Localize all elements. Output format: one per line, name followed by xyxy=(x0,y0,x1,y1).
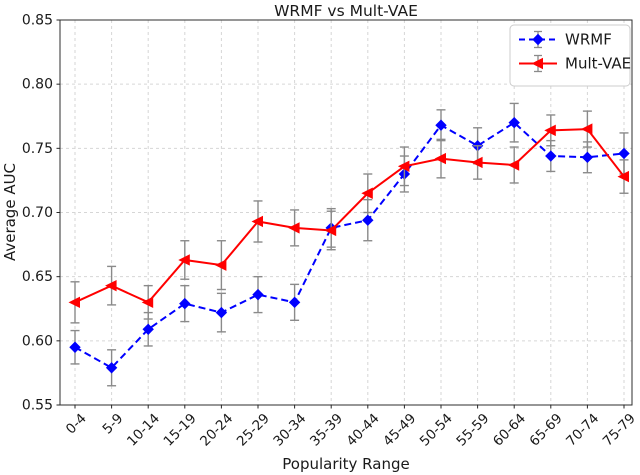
triangle-left-marker xyxy=(68,296,80,309)
diamond-marker xyxy=(508,116,520,129)
x-tick-label: 5-9 xyxy=(100,411,127,438)
x-axis-label: Popularity Range xyxy=(282,455,409,473)
chart-title: WRMF vs Mult-VAE xyxy=(274,2,418,20)
triangle-left-marker xyxy=(507,159,520,171)
x-tick-label: 15-19 xyxy=(161,411,200,450)
diamond-marker xyxy=(581,151,594,164)
x-tick-label: 70-74 xyxy=(563,411,602,450)
triangle-left-marker xyxy=(580,123,593,135)
x-tick-label: 65-69 xyxy=(527,411,566,450)
series-line xyxy=(74,121,625,370)
y-tick-label: 0.60 xyxy=(22,333,53,349)
triangle-left-marker xyxy=(397,160,410,172)
y-tick-label: 0.80 xyxy=(22,77,53,93)
x-tick-label: 45-49 xyxy=(380,411,419,450)
y-axis-label: Average AUC xyxy=(1,163,19,261)
x-tick-label: 20-24 xyxy=(197,411,236,450)
x-tick-label: 60-64 xyxy=(490,411,529,450)
mult-vae-series xyxy=(68,110,629,324)
x-tick-label: 35-39 xyxy=(307,411,346,450)
triangle-left-marker xyxy=(544,124,556,137)
x-tick-label: 0-4 xyxy=(63,411,90,438)
diamond-marker xyxy=(288,296,301,309)
triangle-left-marker xyxy=(141,296,154,309)
triangle-left-marker xyxy=(361,187,373,199)
wrmf-series xyxy=(69,102,630,387)
diamond-marker xyxy=(545,150,557,162)
axis-ticks xyxy=(56,19,625,409)
legend-sample-marker xyxy=(532,33,544,46)
legend-item-wrmf: WRMF xyxy=(519,31,612,49)
triangle-left-marker xyxy=(178,254,190,266)
triangle-left-marker xyxy=(617,170,629,183)
x-tick-label: 55-59 xyxy=(453,411,492,450)
legend: WRMF Mult-VAE xyxy=(509,24,631,87)
legend-item-mult-vae: Mult-VAE xyxy=(519,55,631,73)
legend-label: Mult-VAE xyxy=(565,55,631,73)
series-layer xyxy=(68,102,630,387)
diamond-marker xyxy=(215,306,228,319)
diamond-marker xyxy=(252,288,264,301)
triangle-left-marker xyxy=(288,222,300,234)
x-tick-label: 30-34 xyxy=(270,411,309,450)
y-tick-label: 0.65 xyxy=(22,269,53,285)
triangle-left-marker xyxy=(214,259,227,271)
diamond-marker xyxy=(142,323,154,335)
triangle-left-marker xyxy=(324,224,337,237)
x-tick-label: 10-14 xyxy=(124,411,163,450)
diamond-marker xyxy=(362,214,374,226)
legend-label: WRMF xyxy=(565,31,612,49)
x-tick-label: 75-79 xyxy=(600,411,639,450)
series-line xyxy=(74,128,625,304)
triangle-left-marker xyxy=(105,279,117,292)
y-tick-label: 0.70 xyxy=(22,205,53,221)
x-tick-label: 40-44 xyxy=(344,411,383,450)
diamond-marker xyxy=(435,119,447,131)
diamond-marker xyxy=(618,147,630,160)
triangle-left-marker xyxy=(471,156,483,169)
y-tick-label: 0.55 xyxy=(22,398,53,414)
diamond-marker xyxy=(69,341,81,353)
x-tick-label: 25-29 xyxy=(234,411,273,450)
x-tick-label: 50-54 xyxy=(417,411,456,450)
y-tick-label: 0.85 xyxy=(22,13,53,29)
diamond-marker xyxy=(105,362,118,374)
triangle-left-marker xyxy=(434,152,446,165)
y-tick-label: 0.75 xyxy=(22,141,53,157)
legend-sample-marker xyxy=(531,57,543,70)
triangle-left-marker xyxy=(251,215,263,228)
diamond-marker xyxy=(179,297,191,310)
